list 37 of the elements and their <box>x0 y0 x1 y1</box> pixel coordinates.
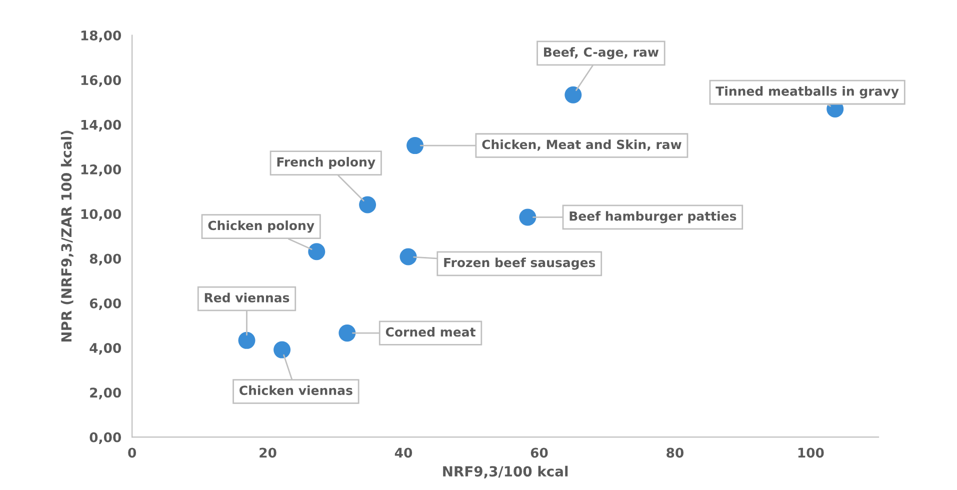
point <box>238 332 256 349</box>
point <box>406 137 424 154</box>
annotation: French polony <box>277 156 376 170</box>
y-tick-label: 16,00 <box>81 75 122 87</box>
point <box>519 208 536 226</box>
point <box>274 341 291 358</box>
point <box>308 243 326 260</box>
y-tick-label: 4,00 <box>90 343 122 355</box>
annotation: Chicken polony <box>208 220 314 233</box>
annotation: Red viennas <box>204 292 290 302</box>
point <box>564 86 582 104</box>
y-tick-label: 2,00 <box>90 388 122 400</box>
point <box>338 324 356 342</box>
x-axis-title: NRF9,3/100 kcal <box>443 466 568 478</box>
x-tick-label: 20 <box>260 448 276 458</box>
point <box>400 248 417 266</box>
y-tick-label: 10,00 <box>81 209 122 221</box>
annotation: Beef, C-age, raw <box>544 47 659 60</box>
annotation: Chicken viennas <box>240 385 352 396</box>
y-tick-label: 0,00 <box>90 432 122 444</box>
y-tick-label: 6,00 <box>90 298 122 310</box>
x-tick-label: 0 <box>128 448 136 458</box>
annotation: Chicken, Meat and Skin, raw <box>482 140 682 151</box>
annotation: Tinned meatballs in gravy <box>716 86 899 98</box>
x-tick-label: 40 <box>394 448 412 458</box>
y-tick-label: 12,00 <box>81 164 122 176</box>
annotation: Frozen beef sausages <box>444 258 596 270</box>
y-tick-label: 8,00 <box>90 254 122 266</box>
annotation: Beef hamburger patties <box>570 211 736 224</box>
x-tick-label: 80 <box>666 448 684 458</box>
x-tick-label: 60 <box>530 448 548 458</box>
y-tick-label: 18,00 <box>81 30 122 42</box>
y-axis-title: NPR (NRF9,3/ZAR 100 kcal) <box>60 130 74 342</box>
point <box>359 196 376 214</box>
x-tick-label: 100 <box>798 448 824 458</box>
annotation: Corned meat <box>386 327 476 337</box>
y-tick-label: 14,00 <box>81 120 122 132</box>
